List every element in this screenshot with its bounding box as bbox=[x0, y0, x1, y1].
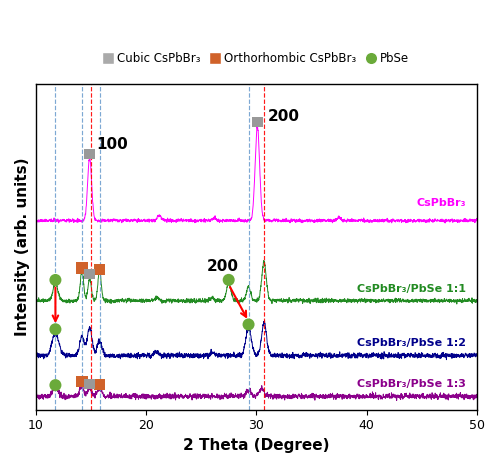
Point bbox=[78, 378, 86, 386]
Point bbox=[254, 118, 262, 126]
Point bbox=[96, 266, 104, 273]
X-axis label: 2 Theta (Degree): 2 Theta (Degree) bbox=[183, 438, 330, 453]
Y-axis label: Intensity (arb. units): Intensity (arb. units) bbox=[15, 158, 30, 336]
Point bbox=[86, 271, 94, 278]
Point bbox=[86, 380, 94, 388]
Point bbox=[52, 326, 60, 333]
Legend: Cubic CsPbBr₃, Orthorhombic CsPbBr₃, PbSe: Cubic CsPbBr₃, Orthorhombic CsPbBr₃, PbS… bbox=[98, 48, 414, 70]
Text: CsPbBr₃/PbSe 1:3: CsPbBr₃/PbSe 1:3 bbox=[357, 379, 466, 388]
Point bbox=[244, 321, 252, 328]
Point bbox=[96, 380, 104, 388]
Point bbox=[52, 276, 60, 284]
Text: 200: 200 bbox=[206, 259, 238, 274]
Point bbox=[86, 150, 94, 158]
Text: 200: 200 bbox=[268, 110, 300, 124]
Text: 100: 100 bbox=[96, 137, 128, 152]
Point bbox=[52, 381, 60, 389]
Point bbox=[224, 276, 232, 284]
Text: CsPbBr₃: CsPbBr₃ bbox=[416, 198, 466, 208]
Text: CsPbBr₃/PbSe 1:1: CsPbBr₃/PbSe 1:1 bbox=[357, 285, 466, 294]
Point bbox=[78, 264, 86, 272]
Text: CsPbBr₃/PbSe 1:2: CsPbBr₃/PbSe 1:2 bbox=[357, 338, 466, 348]
